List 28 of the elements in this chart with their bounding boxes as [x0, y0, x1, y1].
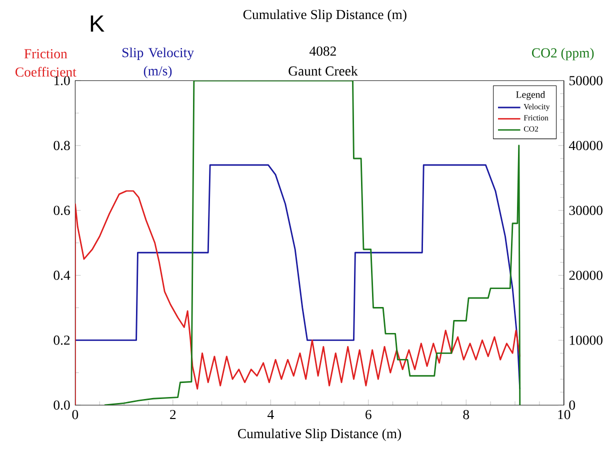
- y-tick-label: 0.4: [54, 270, 70, 280]
- y-tick-label: 0.6: [54, 206, 70, 215]
- x-tick-label: 4: [267, 410, 274, 419]
- legend-title: Legend: [516, 90, 546, 100]
- x-axis-title: Cumulative Slip Distance (m): [238, 428, 401, 441]
- y2-tick-label: 0: [569, 400, 576, 410]
- x-tick-label: 0: [72, 410, 78, 420]
- y-tick-label: 0.2: [54, 335, 70, 345]
- y2-tick-label: 10000: [570, 335, 602, 345]
- y2-tick-label: 50000: [570, 76, 602, 86]
- x-tick-label: 2: [170, 410, 176, 419]
- y2-axis-title: CO2 (ppm): [532, 48, 594, 60]
- text: Cumulative Slip Distance (m): [243, 9, 406, 22]
- line-series: [75, 190, 521, 405]
- x-tick-label: 6: [366, 410, 372, 420]
- y2-tick-label: 40000: [568, 140, 602, 150]
- y-tick-label: 0.0: [54, 400, 70, 410]
- y-tick-label: 1.0: [54, 76, 70, 86]
- text: K: [90, 15, 104, 32]
- chart-subtitle: Gaunt Creek: [288, 66, 358, 76]
- x-tick-label: 8: [463, 410, 470, 420]
- text: Slip Velocity (m/s): [122, 47, 194, 78]
- x-tick-label: 10: [558, 410, 570, 420]
- y2-tick-label: 30000: [569, 206, 602, 215]
- y2-tick-label: 20000: [569, 270, 602, 280]
- chart-title: 4082: [310, 46, 336, 56]
- y-axis-title: Friction Coefficient: [16, 49, 76, 77]
- y-tick-label: 0.8: [54, 140, 70, 150]
